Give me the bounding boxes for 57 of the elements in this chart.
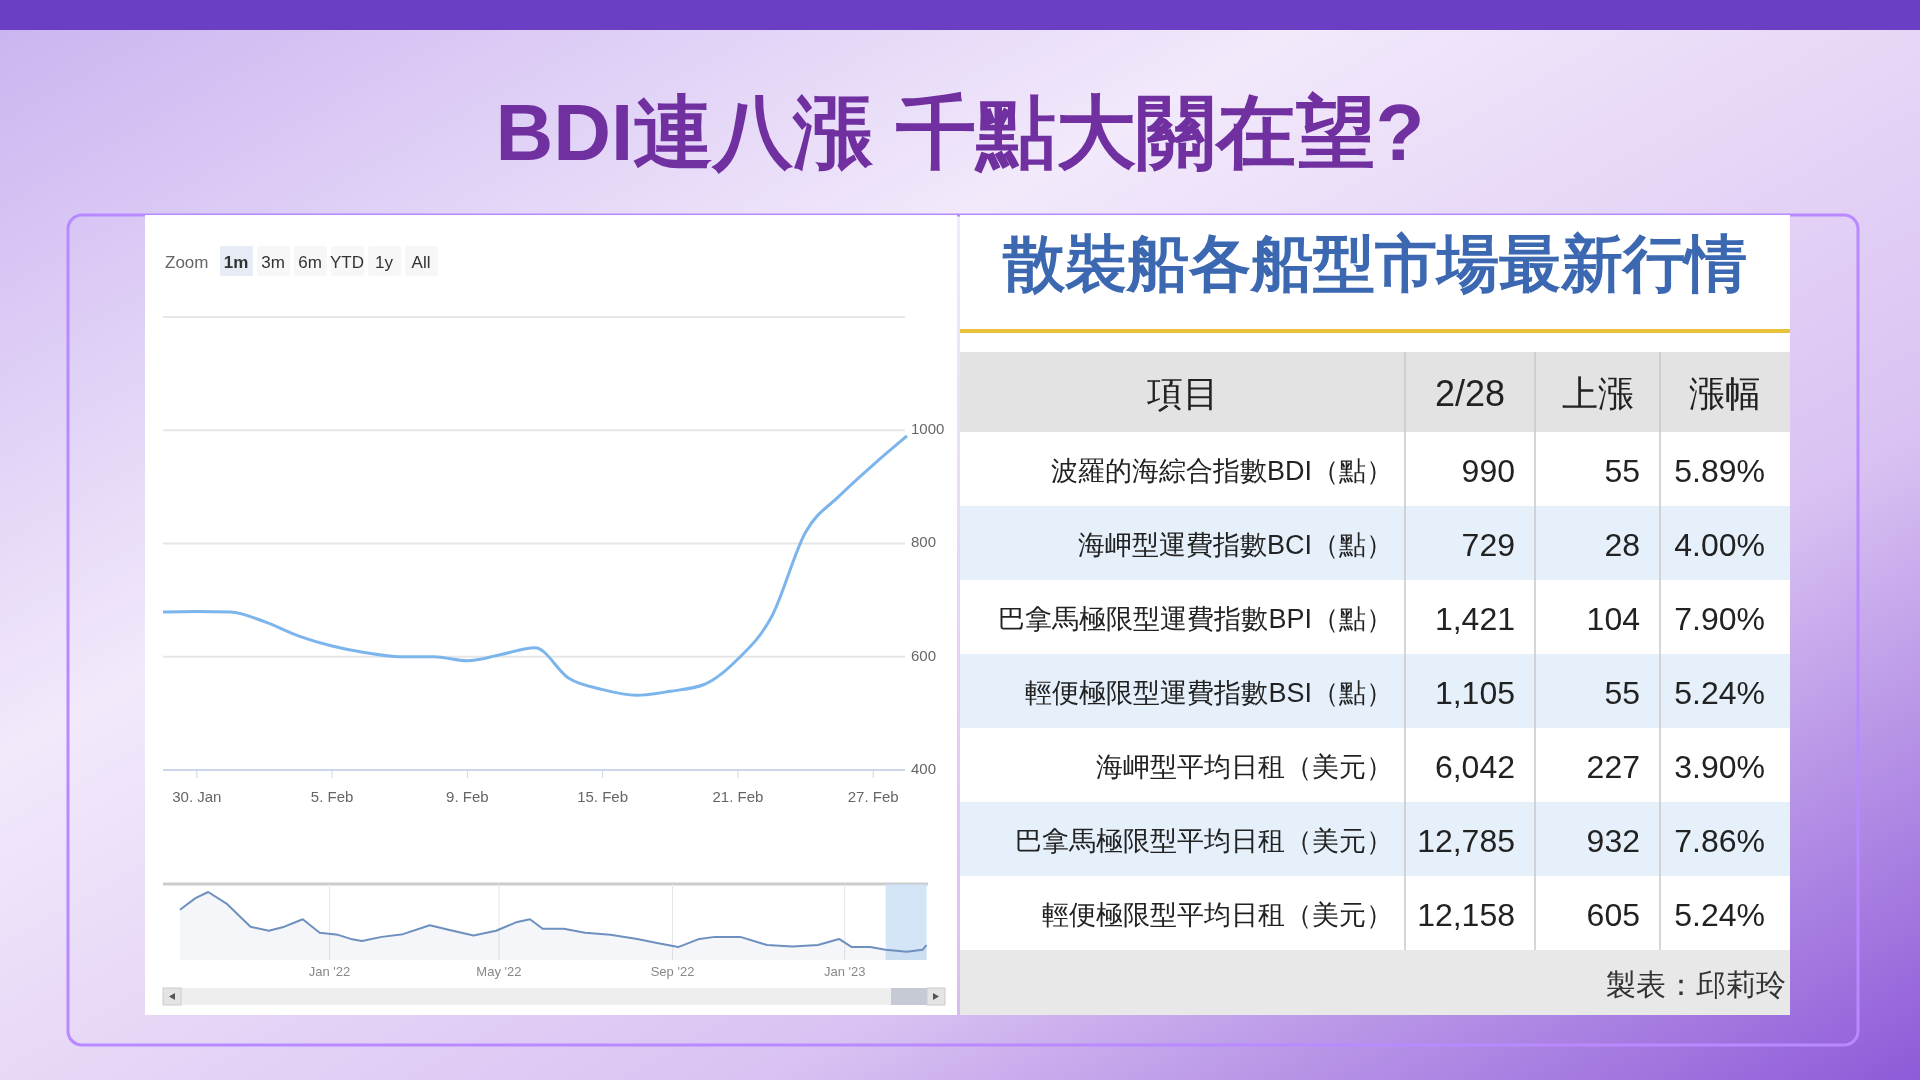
category-label: 巴拿馬極限型運費指數BPI（點） xyxy=(998,604,1393,634)
text: 990 xyxy=(1461,453,1515,489)
text: 3.90% xyxy=(1674,749,1765,785)
category-label: 2/28 xyxy=(1434,373,1506,414)
y-tick-label: 1000 xyxy=(911,420,945,438)
x-tick-label: May '22 xyxy=(476,964,522,979)
text: 製表：邱莉玲 xyxy=(1606,968,1786,1001)
x-tick-label: 15. Feb xyxy=(577,788,629,805)
zoom-button: 3m xyxy=(257,246,290,276)
y-tick-label: 800 xyxy=(911,533,937,551)
x-tick-label: 30. Jan xyxy=(172,788,222,805)
text: 227 xyxy=(1586,749,1640,785)
text: 605 xyxy=(1586,897,1640,933)
category-label: 海岬型平均日租（美元） xyxy=(1096,752,1393,782)
line-series xyxy=(161,434,909,697)
x-tick-label: Jan '23 xyxy=(823,964,866,979)
text: 729 xyxy=(1461,527,1515,563)
category-label: 輕便極限型運費指數BSI（點） xyxy=(1025,678,1393,708)
category-label: 輕便極限型平均日租（美元） xyxy=(1042,900,1393,930)
text: 12,785 xyxy=(1417,823,1515,859)
text: 5.24% xyxy=(1674,675,1765,711)
chart-title: BDI連八漲 千點大關在望? xyxy=(495,88,1425,177)
text: 5.24% xyxy=(1674,897,1765,933)
category-label: 漲幅 xyxy=(1689,373,1761,414)
text: 1,105 xyxy=(1434,675,1515,711)
category-label: 海岬型運費指數BCI（點） xyxy=(1077,530,1393,560)
x-tick-label: 21. Feb xyxy=(712,788,764,805)
text: 55 xyxy=(1604,453,1640,489)
text: 7.90% xyxy=(1674,601,1765,637)
text: 7.86% xyxy=(1674,823,1765,859)
zoom-button: 1y xyxy=(368,246,401,276)
category-label: 項目 xyxy=(1145,373,1219,414)
text: 散裝船各船型市場最新行情 xyxy=(1002,229,1747,298)
x-tick-label: Jan '22 xyxy=(308,964,351,979)
text: 28 xyxy=(1604,527,1640,563)
category-label: 上漲 xyxy=(1561,373,1634,414)
text: 6,042 xyxy=(1434,749,1515,785)
text: 1,421 xyxy=(1434,601,1515,637)
zoom-button: 6m xyxy=(294,246,327,276)
zoom-button: 1m xyxy=(220,246,253,276)
x-tick-label: Sep '22 xyxy=(650,964,695,979)
x-tick-label: 9. Feb xyxy=(446,788,489,805)
zoom-buttons: Zoom 1m 3m 6m YTD 1y All xyxy=(165,246,438,276)
y-tick-label: 600 xyxy=(911,646,937,664)
category-label: 波羅的海綜合指數BDI（點） xyxy=(1050,456,1393,486)
category-label: 巴拿馬極限型平均日租（美元） xyxy=(1015,826,1393,856)
text: 12,158 xyxy=(1417,897,1515,933)
zoom-button: All xyxy=(405,246,438,276)
text: 4.00% xyxy=(1674,527,1765,563)
y-tick-label: 400 xyxy=(911,759,937,777)
x-tick-label: 27. Feb xyxy=(847,788,899,805)
zoom-button: YTD xyxy=(330,246,364,276)
text: 104 xyxy=(1586,601,1640,637)
text: 55 xyxy=(1604,675,1640,711)
text: 5.89% xyxy=(1674,453,1765,489)
text: 932 xyxy=(1586,823,1640,859)
x-tick-label: 5. Feb xyxy=(310,788,354,805)
